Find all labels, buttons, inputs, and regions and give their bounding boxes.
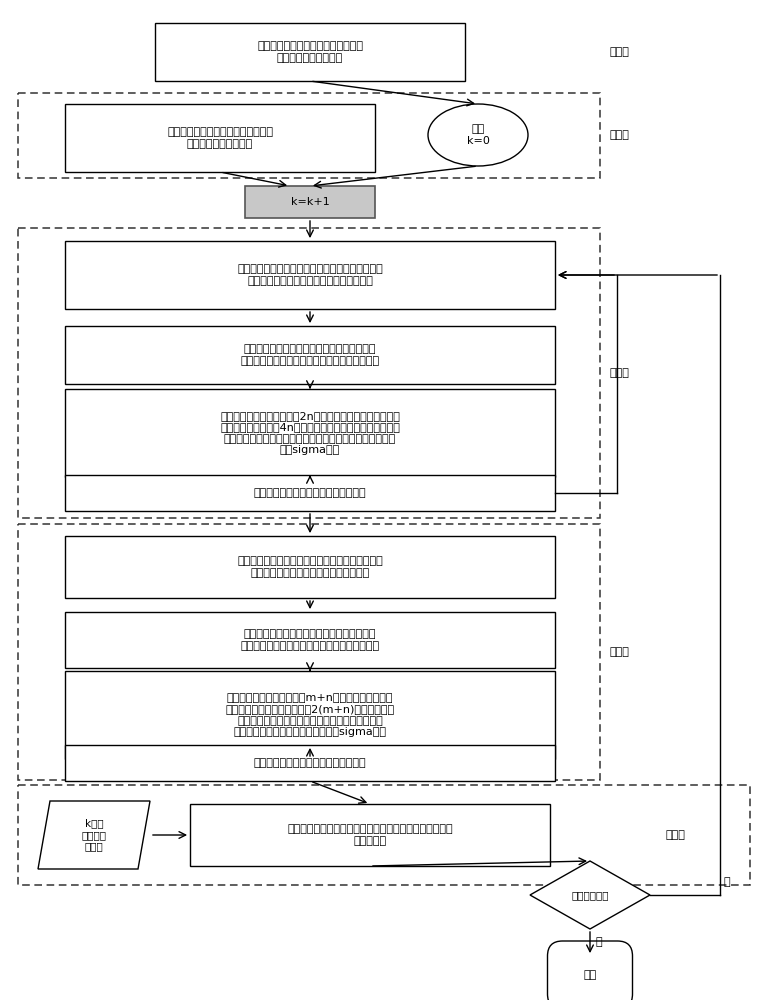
Text: 根据上一步的状态估计随机变量以及噪声随机变量
的分布特征，估计该随机变量的密度函数: 根据上一步的状态估计随机变量以及噪声随机变量 的分布特征，估计该随机变量的密度函… [237,556,383,578]
Bar [190,804,550,866]
Bar [65,745,555,781]
Polygon shape [530,861,650,929]
Text: k=k+1: k=k+1 [291,197,329,207]
Text: 是否终止迭代: 是否终止迭代 [571,890,609,900]
Bar [18,524,600,780]
Text: 步骤五: 步骤五 [665,830,685,840]
Bar [65,475,555,511]
Text: 在每一层的预样本集合中选2n个正交点以及它们关于均值的
对称点，进一步对这4n个点一致地添加一个调节系数，然后
使用所有预样本以及它们的调节系数匹配高阶矩，通过: 在每一层的预样本集合中选2n个正交点以及它们关于均值的 对称点，进一步对这4n个… [220,411,400,455]
Bar [18,228,600,518]
FancyBboxPatch shape [548,941,632,1000]
Bar [65,241,555,309]
Text: 根据所需匹配的高阶矩，确定样本点的分层，
基于该分层，使用密度函数计算样本点的权重。: 根据所需匹配的高阶矩，确定样本点的分层， 基于该分层，使用密度函数计算样本点的权… [241,629,380,651]
Text: 随机变量量测方程变换的分布特征计算: 随机变量量测方程变换的分布特征计算 [254,758,366,768]
Text: 步骤四: 步骤四 [610,647,630,657]
Text: 在每一层的预样本集合中选m+n个正交点以及它们关
于均值的对称点，进一步对这2(m+n)个点一致地添
加一个调节系数，然后使用所有预样本以及它们的
调节系数匹配: 在每一层的预样本集合中选m+n个正交点以及它们关 于均值的对称点，进一步对这2(… [225,693,394,737]
Bar [245,186,375,218]
Text: 根据实际工程应用，建立非线性系统
的状态方程和测量方程: 根据实际工程应用，建立非线性系统 的状态方程和测量方程 [257,41,363,63]
Bar [155,23,465,81]
Text: k时刻
实际测量
数据值: k时刻 实际测量 数据值 [82,818,106,852]
Bar [18,785,750,885]
Text: 结束: 结束 [584,970,597,980]
Text: 否: 否 [724,877,731,887]
Text: 是: 是 [596,938,603,948]
Bar [65,671,555,759]
Bar [65,389,555,477]
Bar [18,93,600,178]
Text: 开始
k=0: 开始 k=0 [467,124,489,146]
Bar [65,536,555,598]
Bar [65,612,555,668]
Text: 根据所需匹配的高阶矩，确定样本点的分层，
基于该分层，使用密度函数计算样本点的权重。: 根据所需匹配的高阶矩，确定样本点的分层， 基于该分层，使用密度函数计算样本点的权… [241,344,380,366]
Bar [65,326,555,384]
Text: 步骤一: 步骤一 [610,47,630,57]
Text: 根据上一时刻的状态估计随机变量以及噪声随机变
量的分布特征，估计该随机变量的密度函数: 根据上一时刻的状态估计随机变量以及噪声随机变 量的分布特征，估计该随机变量的密度… [237,264,383,286]
Text: 使用卡尔曼增益融合状态预测以及测量数据计算最优状态
的分布特征: 使用卡尔曼增益融合状态预测以及测量数据计算最优状态 的分布特征 [287,824,453,846]
Text: 步骤三: 步骤三 [610,368,630,378]
Text: 初始状态：确定系统初始状态，即初
始状态的随机分布特征: 初始状态：确定系统初始状态，即初 始状态的随机分布特征 [167,127,273,149]
Text: 步骤二: 步骤二 [610,130,630,140]
Text: 随机变量状态方程变换的分布特征计算: 随机变量状态方程变换的分布特征计算 [254,488,366,498]
Polygon shape [38,801,150,869]
Ellipse shape [428,104,528,166]
Bar [65,104,375,172]
